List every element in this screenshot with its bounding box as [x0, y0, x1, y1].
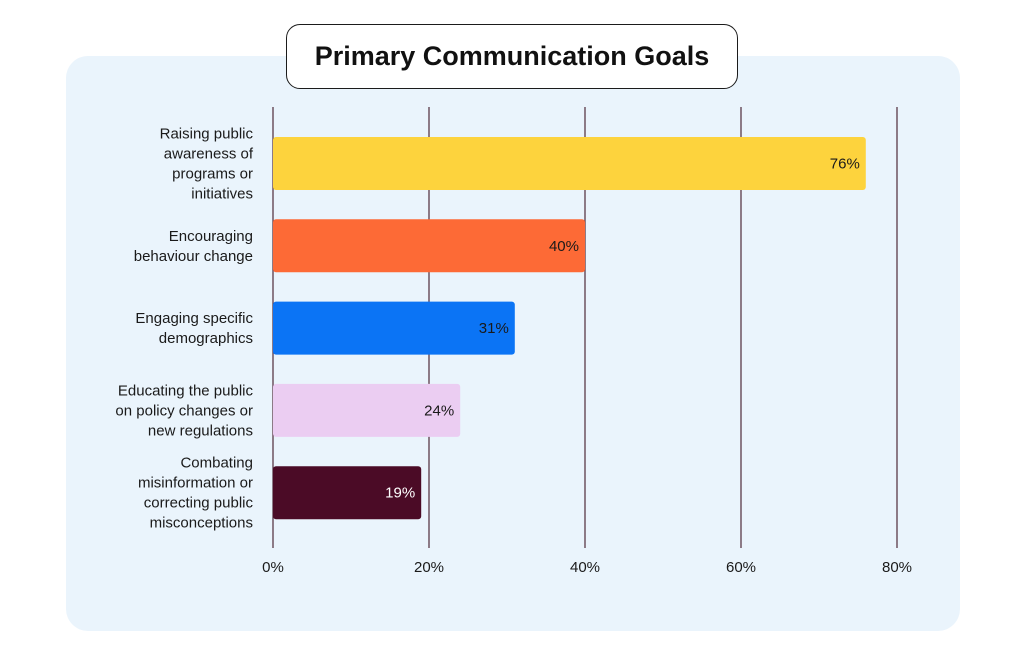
x-axis-tick-labels: 0% 20% 40% 60% 80% — [262, 559, 912, 576]
bars — [273, 137, 866, 520]
category-label: Combating misinformation or correcting pub… — [138, 455, 254, 532]
category-label: Raising public awareness of programs or ini… — [160, 126, 254, 203]
data-label: 76% — [830, 156, 860, 173]
bar — [273, 301, 515, 355]
bar — [273, 219, 585, 273]
bar — [273, 137, 866, 190]
value-labels: 76% 40% 31% 24% 19% — [385, 156, 860, 502]
x-tick-label: 20% — [414, 559, 444, 576]
chart-title: Primary Communication Goals — [286, 24, 738, 89]
data-label: 40% — [549, 238, 579, 255]
bar — [273, 383, 461, 437]
x-tick-label: 60% — [726, 559, 756, 576]
category-label: Engaging specific demographics — [135, 310, 253, 347]
data-label: 31% — [479, 320, 509, 337]
data-label: 24% — [424, 402, 454, 419]
category-label: Encouraging behaviour change — [134, 228, 253, 265]
x-tick-label: 0% — [262, 559, 284, 576]
x-tick-label: 40% — [570, 559, 600, 576]
category-labels: Raising public awareness of programs or ini… — [115, 126, 253, 532]
bar — [273, 466, 422, 520]
x-tick-label: 80% — [882, 559, 912, 576]
category-label: Educating the public on policy changes or… — [115, 382, 253, 439]
data-label: 19% — [385, 485, 415, 502]
